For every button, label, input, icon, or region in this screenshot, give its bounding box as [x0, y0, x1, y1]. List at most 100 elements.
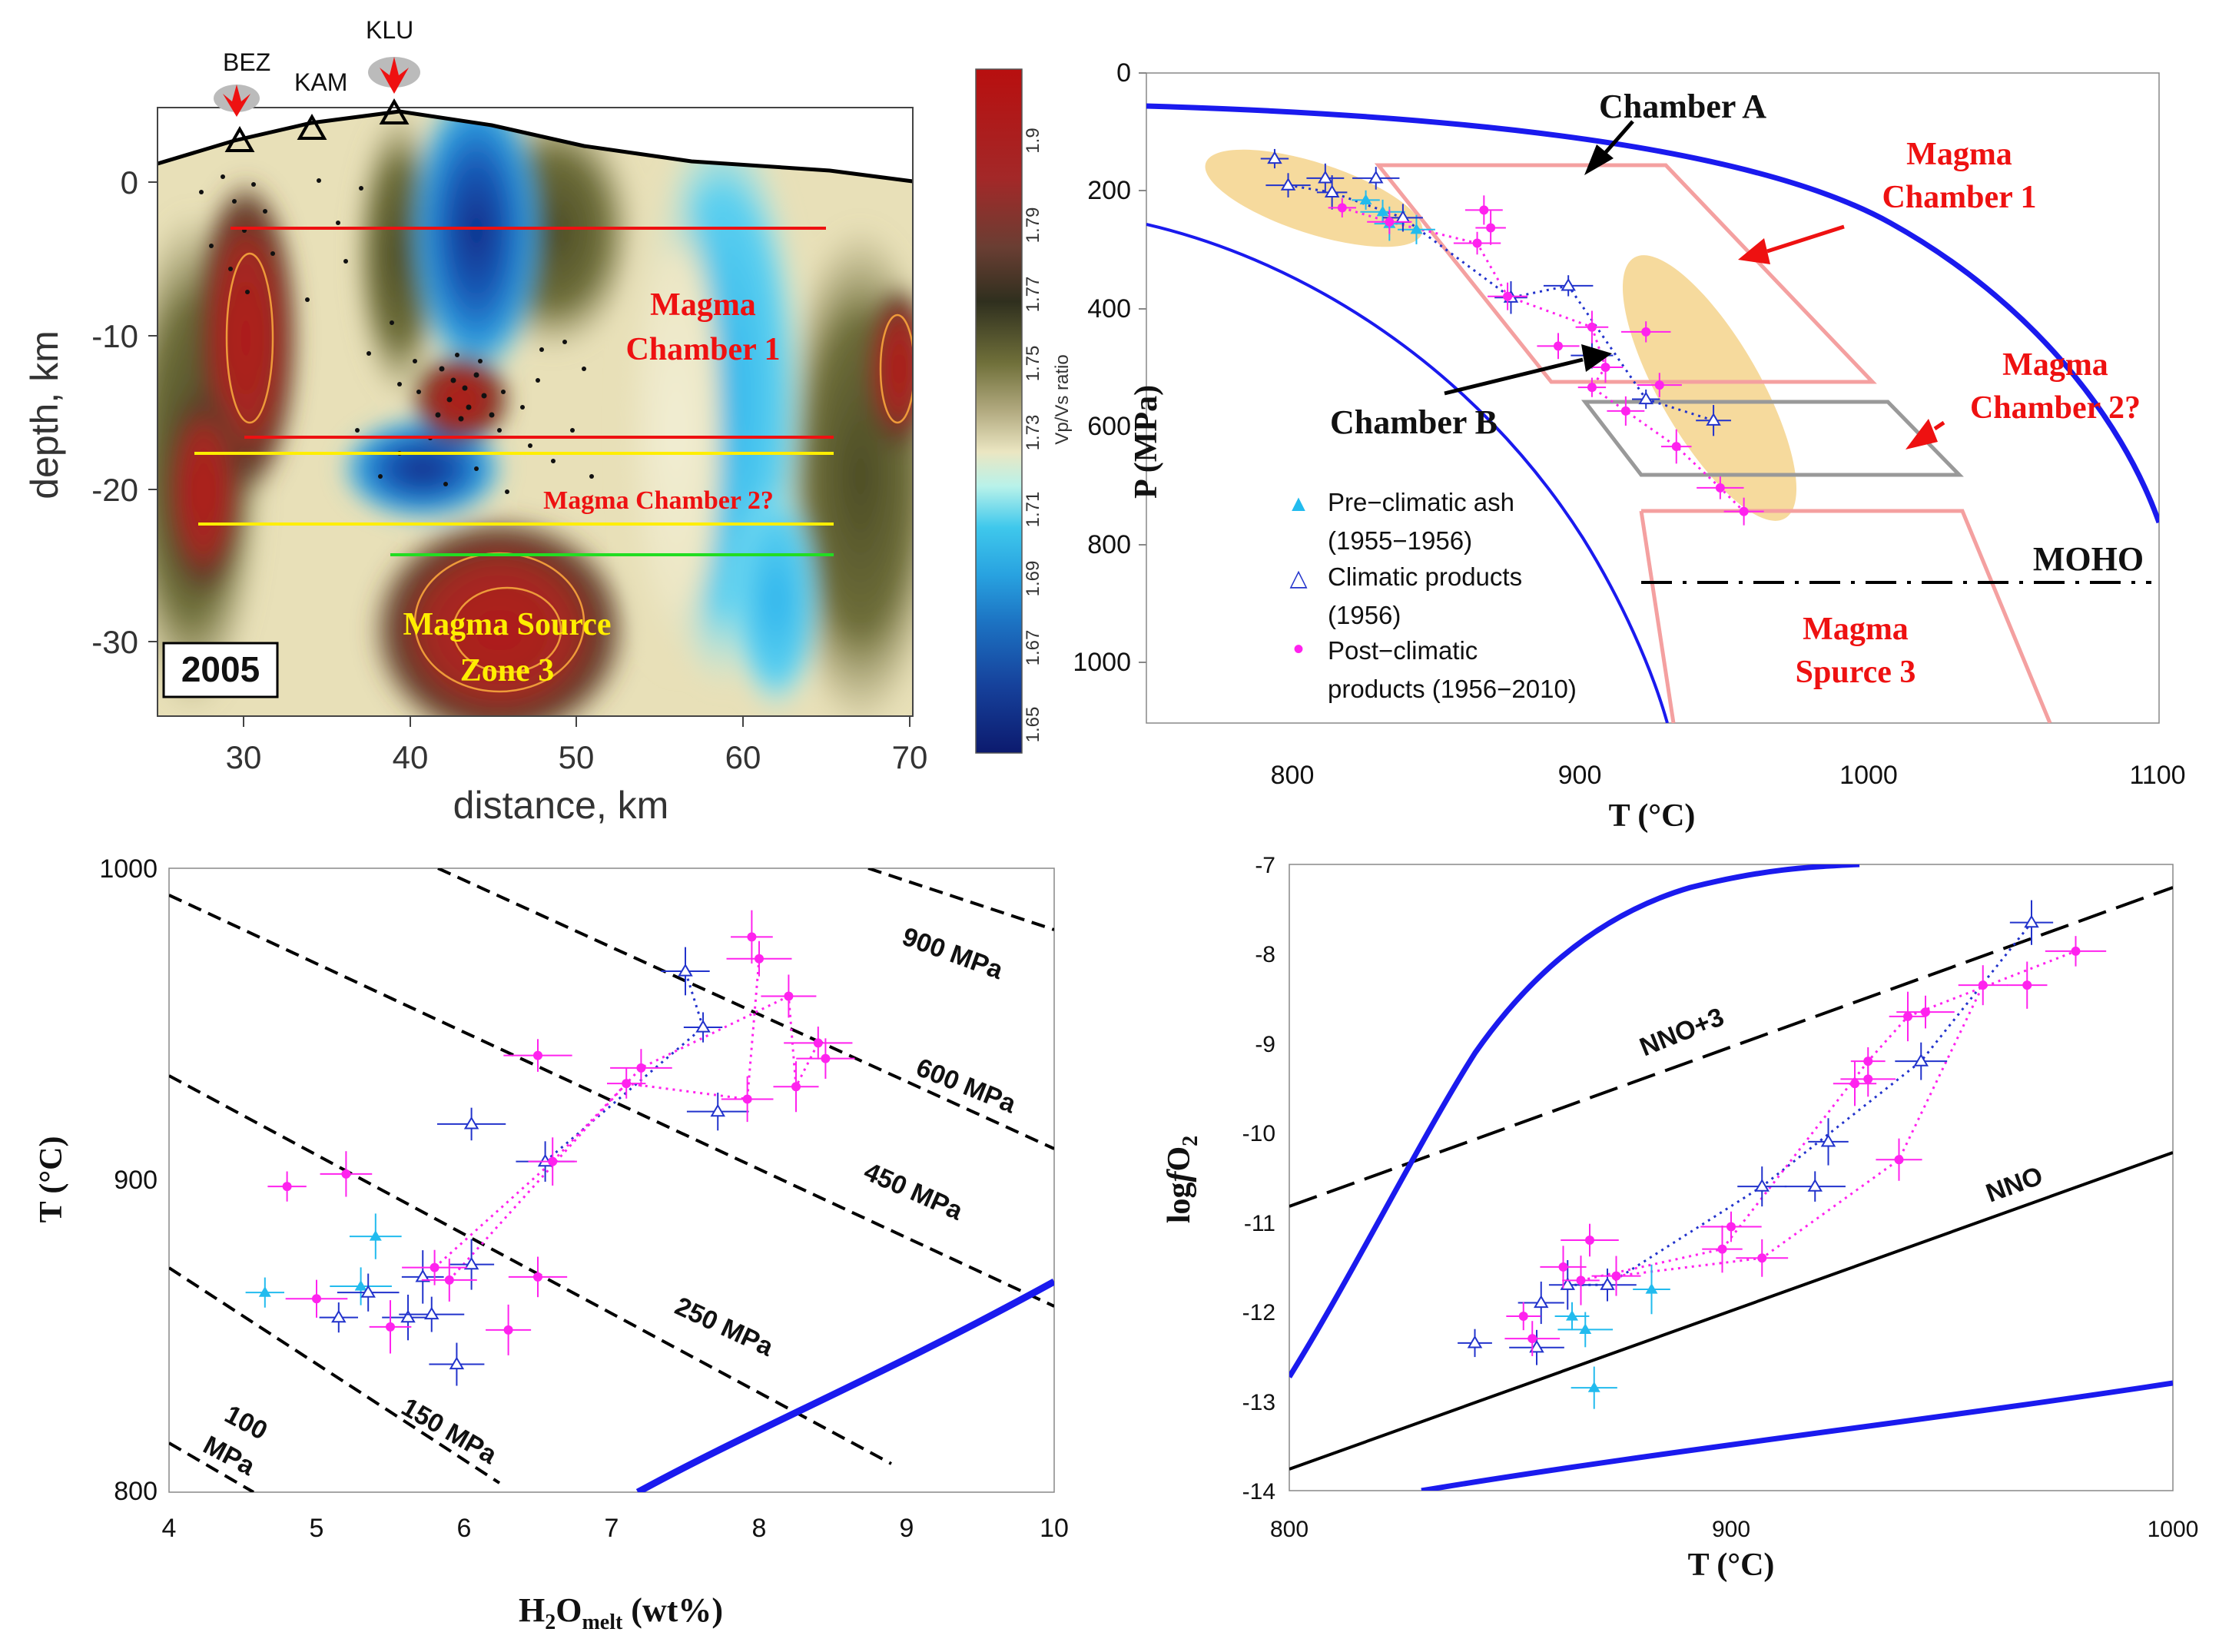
xtick-40: 40 — [393, 739, 429, 775]
chamber-a-region — [1205, 149, 1423, 247]
pt-xtick-1100: 1100 — [2129, 761, 2185, 790]
point-pre-climatic — [354, 1280, 367, 1291]
arrow-chamber-b — [1444, 357, 1584, 396]
magma-chamber-1-box — [1374, 163, 1877, 384]
fo2-xtick-labels: 800 900 1000 — [1270, 1517, 2198, 1542]
pt-ytick-800: 800 — [1087, 530, 1131, 559]
point-pre-climatic — [1587, 1382, 1600, 1392]
point-climatic — [400, 1309, 416, 1323]
isobar-150 — [169, 1266, 501, 1484]
pt-ytick-0: 0 — [1116, 58, 1131, 88]
point-climatic — [1820, 1133, 1836, 1147]
tw-xtick-4: 4 — [162, 1514, 177, 1543]
arrow-chamber-a-head — [1584, 144, 1614, 175]
fo2-xtick-900: 900 — [1712, 1517, 1750, 1542]
ytick-minus20: -20 — [91, 472, 138, 508]
point-post-climatic — [1527, 1334, 1537, 1344]
isobar-label-600: 600 MPa — [912, 1053, 1020, 1120]
fo2-ytick-11: -11 — [1244, 1211, 1275, 1236]
point-post-climatic — [1503, 291, 1513, 301]
fo2-xtick-800: 800 — [1270, 1517, 1309, 1542]
point-climatic — [695, 1020, 711, 1033]
tw-xtick-10: 10 — [1040, 1514, 1069, 1543]
point-climatic — [678, 964, 693, 977]
point-post-climatic — [784, 991, 794, 1001]
chamber-b-region — [1622, 255, 1797, 521]
arrow-mc1 — [1766, 224, 1845, 254]
trend-line-post — [448, 958, 761, 1281]
ytick-minus30: -30 — [91, 624, 138, 660]
point-climatic — [449, 1356, 465, 1370]
point-climatic — [1807, 1179, 1823, 1192]
point-climatic — [331, 1309, 347, 1323]
legend-marker-post: • — [1293, 632, 1304, 666]
tw-xlabel: H2Omelt (wt%) — [519, 1591, 723, 1634]
point-climatic — [415, 1269, 430, 1282]
label-mc1-b: Chamber 1 — [1882, 180, 2036, 215]
isobar-labels: 900 MPa 600 MPa 450 MPa 250 MPa 150 MPa … — [198, 922, 1020, 1482]
arrow-mc2-head — [1906, 419, 1938, 449]
point-post-climatic — [1850, 1079, 1859, 1089]
point-post-climatic — [1472, 238, 1482, 248]
label-magma-chamber-1a: Magma — [650, 287, 756, 323]
xtick-60: 60 — [725, 739, 761, 775]
point-post-climatic — [341, 1169, 351, 1179]
point-climatic — [1560, 1277, 1575, 1290]
point-pre-climatic — [1645, 1283, 1658, 1294]
point-post-climatic — [548, 1156, 558, 1166]
point-climatic — [1913, 1053, 1929, 1067]
pt-ytick-400: 400 — [1087, 294, 1131, 323]
point-pre-climatic — [1579, 1323, 1592, 1335]
label-ms3-b: Spurce 3 — [1796, 655, 1916, 690]
fo2-ytick-8: -8 — [1255, 942, 1275, 967]
point-post-climatic — [1479, 205, 1489, 215]
pt-xtick-1000: 1000 — [1839, 761, 1898, 790]
tomography-ytick-labels: 0 -10 -20 -30 — [91, 164, 138, 660]
point-post-climatic — [1757, 1253, 1767, 1263]
pt-xtick-labels: 800 900 1000 1100 — [1271, 761, 2186, 790]
isobars — [169, 868, 1054, 1492]
fo2-ytick-9: -9 — [1255, 1032, 1275, 1057]
legend-marker-climatic: △ — [1289, 566, 1307, 591]
point-post-climatic — [622, 1079, 632, 1089]
point-post-climatic — [282, 1182, 292, 1192]
tomography-ticks — [148, 181, 910, 727]
label-moho: MOHO — [2033, 540, 2144, 578]
point-post-climatic — [1671, 442, 1681, 452]
isobar-100 — [169, 1441, 255, 1492]
tomography-frame — [157, 107, 914, 717]
tw-ytick-800: 800 — [114, 1477, 158, 1506]
point-post-climatic — [1717, 1244, 1727, 1254]
topography-line — [157, 109, 914, 184]
pt-ylabel: P (MPa) — [1129, 385, 1164, 499]
arrow-chamber-b-head — [1581, 344, 1612, 372]
point-post-climatic — [1587, 383, 1597, 393]
point-post-climatic — [1600, 363, 1610, 373]
point-climatic — [1529, 1339, 1544, 1353]
isobar-label-250: 250 MPa — [671, 1292, 778, 1362]
legend-pre-line1: Pre−climatic ash — [1328, 488, 1514, 516]
fo2-ytick-13: -13 — [1242, 1390, 1275, 1415]
legend-climatic-line2: (1956) — [1328, 601, 1401, 629]
point-post-climatic — [1739, 506, 1749, 516]
point-pre-climatic — [258, 1286, 271, 1297]
point-post-climatic — [444, 1275, 454, 1285]
label-mc2-a: Magma — [2002, 347, 2108, 383]
cb-tick-8: 1.67 — [1023, 630, 1043, 666]
isobar-450 — [169, 894, 1054, 1308]
point-post-climatic — [791, 1082, 801, 1092]
point-pre-climatic — [1376, 205, 1389, 217]
label-chamber-b: Chamber B — [1330, 403, 1498, 441]
tw-ylabel: T (°C) — [34, 1136, 69, 1223]
volcano-klu: KLU — [366, 16, 420, 124]
point-climatic — [1534, 1295, 1549, 1309]
arrow-chamber-a — [1604, 120, 1634, 154]
volcano-kam: KAM — [294, 68, 347, 140]
point-post-climatic — [1486, 223, 1496, 233]
pt-ytick-1000: 1000 — [1073, 648, 1131, 677]
pt-frame — [1146, 72, 2160, 724]
label-ms3-a: Magma — [1803, 612, 1909, 647]
point-post-climatic — [312, 1294, 321, 1304]
point-climatic — [463, 1116, 479, 1130]
point-post-climatic — [386, 1322, 395, 1332]
